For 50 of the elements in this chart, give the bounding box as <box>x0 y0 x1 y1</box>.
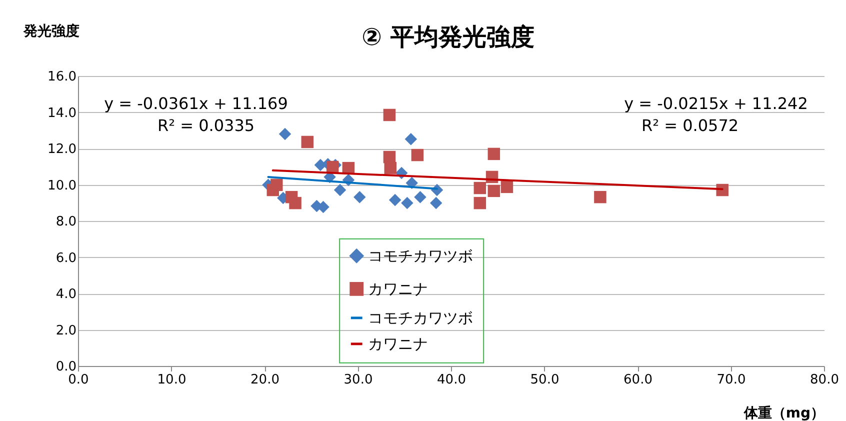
y-tick-label: 14.0 <box>48 106 76 121</box>
legend-label: カワニナ <box>368 280 428 298</box>
y-tick-label: 16.0 <box>48 70 76 84</box>
point <box>383 108 396 122</box>
x-tick-label: 20.0 <box>250 372 280 388</box>
y-tick-label: 4.0 <box>56 287 76 302</box>
point <box>289 196 302 210</box>
legend-label: カワニナ <box>368 334 428 353</box>
annotation: R² = 0.0572 <box>641 116 739 135</box>
point <box>401 196 414 210</box>
point <box>266 184 280 196</box>
point <box>500 180 514 194</box>
point <box>278 128 292 140</box>
annotation: R² = 0.0335 <box>157 116 255 135</box>
y-axis-title: 発光強度 <box>22 22 80 40</box>
y-tick-label: 10.0 <box>48 178 76 194</box>
x-tick-label: 0.0 <box>68 372 89 388</box>
point <box>353 190 366 204</box>
x-tick-label: 70.0 <box>716 372 746 388</box>
point <box>411 148 424 162</box>
point <box>388 194 402 206</box>
x-tick-label: 50.0 <box>530 372 560 388</box>
point <box>488 184 500 198</box>
point <box>716 184 728 196</box>
y-tick-label: 6.0 <box>56 250 76 266</box>
point <box>404 132 418 146</box>
x-tick-label: 30.0 <box>344 372 373 388</box>
x-axis-title: 体重（mg） <box>742 406 824 421</box>
point <box>488 148 500 160</box>
y-tick-label: 2.0 <box>56 323 76 338</box>
point <box>594 190 606 204</box>
legend-label: コモチカワツボ <box>368 246 474 265</box>
x-tick-label: 60.0 <box>624 372 652 388</box>
point <box>384 162 397 174</box>
point <box>474 182 486 194</box>
point <box>414 190 426 204</box>
y-tick-label: 0.0 <box>56 360 76 374</box>
legend-label: コモチカワツボ <box>368 308 474 327</box>
annotation: y = -0.0361x + 11.169 <box>104 94 288 113</box>
x-tick-label: 80.0 <box>810 372 839 388</box>
point <box>474 196 486 210</box>
point <box>334 184 346 196</box>
x-tick-label: 40.0 <box>437 372 466 388</box>
point <box>301 136 314 148</box>
y-tick-label: 8.0 <box>56 214 76 230</box>
annotation: y = -0.0215x + 11.242 <box>624 94 808 113</box>
chart-title: ② 平均発光強度 <box>362 23 534 51</box>
y-tick-label: 12.0 <box>48 142 76 157</box>
x-tick-label: 10.0 <box>157 372 186 388</box>
point <box>430 196 442 210</box>
